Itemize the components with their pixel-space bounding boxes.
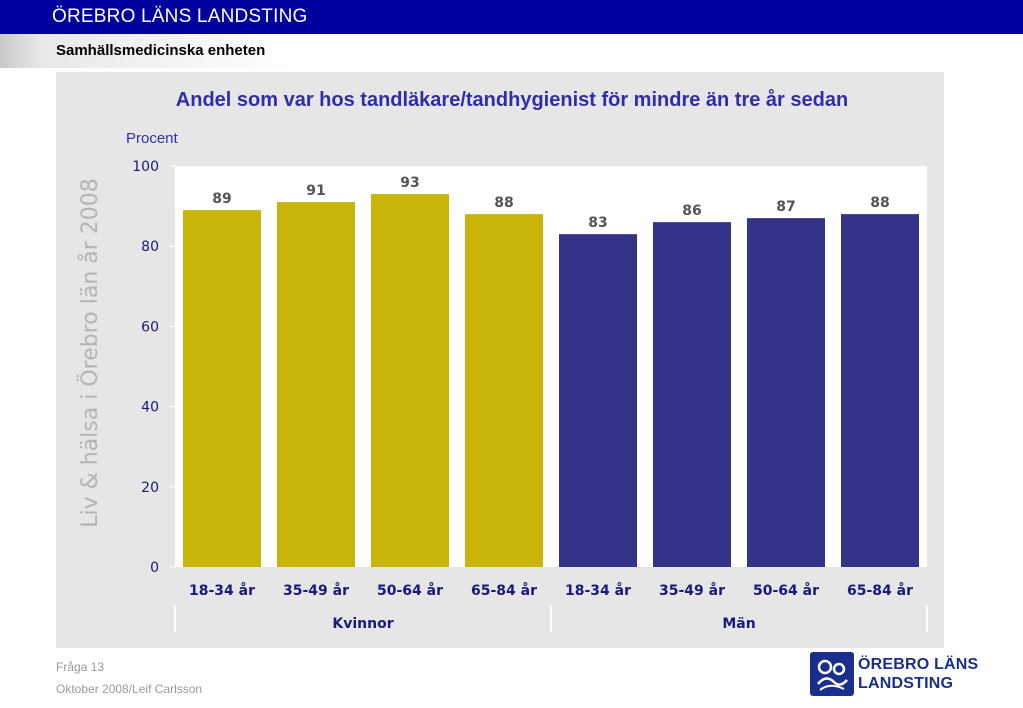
- x-tick-label: 50-64 år: [377, 582, 443, 599]
- bar: [464, 214, 544, 567]
- logo-text-line2: LANDSTING: [858, 675, 954, 692]
- footer-question: Fråga 13: [56, 660, 105, 674]
- x-tick-label: 18-34 år: [565, 582, 631, 599]
- logo-text-line1: ÖREBRO LÄNS: [858, 656, 979, 673]
- data-label: 91: [306, 183, 325, 199]
- x-tick-label: 50-64 år: [753, 582, 819, 599]
- data-label: 89: [212, 191, 231, 207]
- data-label: 88: [494, 195, 513, 211]
- x-tick-label: 65-84 år: [471, 582, 537, 599]
- plot-area: 0 20 40 60 80 100 89 18-34 år 91 35-49 år 93 50-64 …: [132, 159, 928, 632]
- organization-logo: ÖREBRO LÄNS LANDSTING: [810, 652, 990, 698]
- group-label: Kvinnor: [332, 616, 393, 632]
- y-tick-label: 60: [141, 319, 159, 335]
- bar: [558, 234, 638, 568]
- bar: [276, 202, 356, 567]
- footer-date-author: Oktober 2008/Leif Carlsson: [56, 682, 203, 696]
- organization-name: ÖREBRO LÄNS LANDSTING: [52, 6, 308, 27]
- chart-title: Andel som var hos tandläkare/tandhygieni…: [176, 88, 848, 111]
- side-label: Liv & hälsa i Örebro län år 2008: [78, 178, 103, 528]
- bar: [182, 210, 262, 568]
- x-tick-label: 65-84 år: [847, 582, 913, 599]
- x-tick-label: 18-34 år: [189, 582, 255, 599]
- data-label: 87: [776, 199, 795, 215]
- y-tick-label: 80: [141, 239, 159, 255]
- bar: [840, 214, 920, 567]
- data-label: 88: [870, 195, 889, 211]
- data-label: 93: [400, 175, 419, 191]
- sub-header-bar: Samhällsmedicinska enheten: [0, 34, 1023, 68]
- group-label: Män: [722, 616, 755, 632]
- bar: [370, 194, 450, 567]
- y-tick-label: 40: [141, 400, 159, 416]
- header-bar: ÖREBRO LÄNS LANDSTING: [0, 0, 1023, 34]
- y-axis-label: Procent: [126, 130, 179, 147]
- y-tick-label: 20: [141, 480, 159, 496]
- unit-name: Samhällsmedicinska enheten: [56, 42, 266, 59]
- bar: [746, 218, 826, 567]
- y-tick-label: 0: [150, 560, 159, 576]
- y-tick-label: 100: [132, 159, 159, 175]
- x-tick-label: 35-49 år: [283, 582, 349, 599]
- bar: [652, 222, 732, 567]
- logo-emblem-icon: [810, 652, 854, 696]
- data-label: 83: [588, 215, 607, 231]
- x-tick-label: 35-49 år: [659, 582, 725, 599]
- data-label: 86: [682, 203, 701, 219]
